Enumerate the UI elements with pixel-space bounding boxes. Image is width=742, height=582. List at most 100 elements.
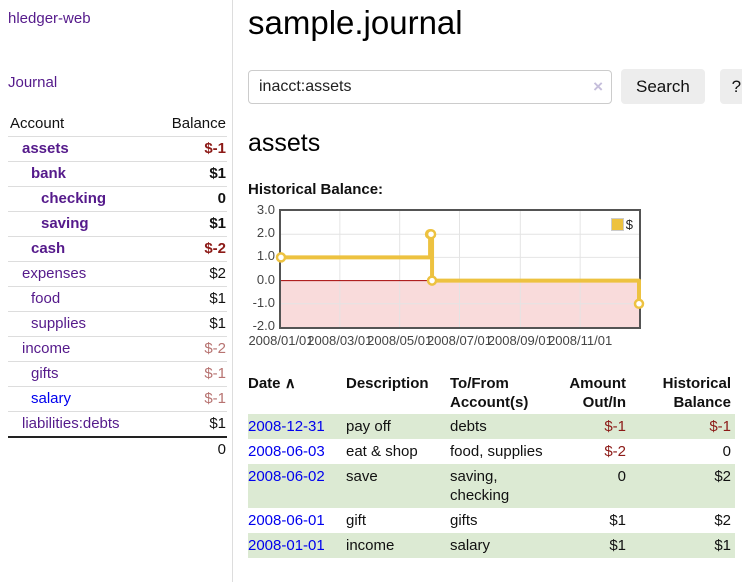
account-heading: assets bbox=[248, 129, 321, 157]
historical-balance-chart: 3.0 2.0 1.0 0.0 -1.0 -2.0 $ 2008/01/01 2008/03… bbox=[248, 202, 742, 353]
y-axis-tick-label: 2.0 bbox=[256, 225, 275, 241]
sidebar-item-journal[interactable]: Journal bbox=[8, 74, 58, 91]
account-row-supplies: supplies $1 bbox=[8, 311, 227, 337]
account-link[interactable]: saving bbox=[41, 215, 89, 232]
transaction-amount: $-1 bbox=[550, 414, 630, 439]
amount-column-header: Amount Out/In bbox=[569, 375, 626, 411]
transaction-row: 2008-01-01 income salary $1 $1 bbox=[248, 533, 735, 558]
account-link[interactable]: supplies bbox=[31, 315, 87, 332]
account-balance: $1 bbox=[152, 311, 227, 337]
account-balance: $-2 bbox=[152, 336, 227, 362]
y-axis-tick-label: 1.0 bbox=[256, 248, 275, 264]
account-balance: 0 bbox=[152, 186, 227, 212]
account-balance: $1 bbox=[152, 161, 227, 187]
help-button[interactable]: ? bbox=[719, 69, 742, 104]
accounts-total-value: 0 bbox=[152, 436, 227, 462]
account-link[interactable]: cash bbox=[31, 240, 66, 257]
y-axis-tick-label: -2.0 bbox=[252, 318, 275, 333]
chart-canvas bbox=[275, 211, 645, 327]
account-column-header: Account bbox=[10, 115, 65, 132]
transaction-row: 2008-06-01 gift gifts $1 $2 bbox=[248, 508, 735, 533]
account-balance: $-2 bbox=[152, 236, 227, 262]
search-box: × bbox=[248, 69, 612, 104]
transaction-date-link[interactable]: 2008-06-02 bbox=[248, 468, 325, 485]
legend-swatch-icon bbox=[610, 218, 624, 231]
transaction-amount: $1 bbox=[550, 533, 630, 558]
x-axis-tick-label: 2008/01/01 bbox=[248, 333, 314, 348]
transaction-description: save bbox=[346, 464, 450, 508]
chart-title: Historical Balance: bbox=[248, 181, 384, 198]
transaction-description: gift bbox=[346, 512, 367, 529]
transaction-accounts: saving, checking bbox=[450, 464, 550, 508]
account-link[interactable]: salary bbox=[31, 390, 72, 407]
account-link[interactable]: liabilities:debts bbox=[22, 415, 120, 432]
transaction-description: income bbox=[346, 533, 450, 558]
account-row-food: food $1 bbox=[8, 286, 227, 312]
y-axis-tick-label: 0.0 bbox=[256, 271, 275, 287]
accounts-total-row: 0 bbox=[8, 436, 227, 462]
account-link[interactable]: checking bbox=[41, 190, 107, 207]
transaction-description: eat & shop bbox=[346, 443, 418, 460]
transaction-date-link[interactable]: 2008-06-01 bbox=[248, 512, 325, 529]
sidebar: hledger-web Journal Account Balance asse… bbox=[0, 0, 233, 582]
account-link[interactable]: gifts bbox=[31, 365, 59, 382]
account-balance: $-1 bbox=[152, 361, 227, 387]
account-balance: $-1 bbox=[152, 136, 227, 162]
account-row-income: income $-2 bbox=[8, 336, 227, 362]
accounts-column-header: To/From Account(s) bbox=[450, 375, 529, 411]
date-column-header[interactable]: Date ∧ bbox=[248, 375, 296, 392]
transaction-amount: $-2 bbox=[604, 443, 626, 460]
transaction-row: 2008-12-31 pay off debts $-1 $-1 bbox=[248, 414, 735, 439]
account-link[interactable]: food bbox=[31, 290, 61, 307]
balance-column-header: Balance bbox=[171, 115, 226, 132]
account-row-bank: bank $1 bbox=[8, 161, 227, 187]
accounts-table: Account Balance assets $-1 bank $1 check… bbox=[8, 112, 227, 462]
sort-ascending-icon: ∧ bbox=[284, 375, 296, 392]
transaction-date-link[interactable]: 2008-01-01 bbox=[248, 537, 325, 554]
search-input[interactable] bbox=[248, 69, 612, 104]
transaction-amount: 0 bbox=[550, 464, 630, 508]
x-axis-tick-label: 2008/11/01 bbox=[548, 333, 613, 348]
chart-plot-area: $ bbox=[275, 209, 645, 329]
x-axis-tick-label: 2008/05/01 bbox=[367, 333, 433, 348]
transaction-date-link[interactable]: 2008-12-31 bbox=[248, 418, 325, 435]
search-button[interactable]: Search bbox=[621, 69, 705, 104]
account-row-salary: salary $-1 bbox=[8, 386, 227, 412]
brand-link[interactable]: hledger-web bbox=[8, 10, 91, 27]
x-axis-tick-label: 2008/07/01 bbox=[426, 333, 493, 348]
account-balance: $1 bbox=[152, 286, 227, 312]
x-axis-tick-label: 2008/03/01 bbox=[307, 333, 373, 348]
account-link[interactable]: expenses bbox=[22, 265, 87, 282]
account-balance: $2 bbox=[152, 261, 227, 287]
transactions-table: Date ∧ Description To/From Account(s) Am… bbox=[248, 372, 735, 558]
page-title: sample.journal bbox=[248, 4, 463, 41]
account-row-liabilities-debts: liabilities:debts $1 bbox=[8, 411, 227, 437]
y-axis-tick-label: 3.0 bbox=[256, 202, 275, 217]
transaction-date-link[interactable]: 2008-06-03 bbox=[248, 443, 325, 460]
account-link[interactable]: bank bbox=[31, 165, 67, 182]
transaction-balance: $-1 bbox=[630, 414, 735, 439]
transaction-balance: $2 bbox=[630, 464, 735, 508]
transaction-accounts: salary bbox=[450, 533, 550, 558]
y-axis-tick-label: -1.0 bbox=[252, 294, 275, 310]
main-content: sample.journal × Search ? assets Histori… bbox=[233, 0, 742, 582]
transaction-amount: $1 bbox=[609, 512, 626, 529]
transaction-row: 2008-06-03 eat & shop food, supplies $-2… bbox=[248, 439, 735, 464]
description-column-header: Description bbox=[346, 375, 429, 392]
account-link[interactable]: income bbox=[22, 340, 71, 357]
transaction-balance: $1 bbox=[630, 533, 735, 558]
transactions-header-row: Date ∧ Description To/From Account(s) Am… bbox=[248, 372, 735, 414]
account-balance: $-1 bbox=[152, 386, 227, 412]
account-row-saving: saving $1 bbox=[8, 211, 227, 237]
transaction-accounts: gifts bbox=[450, 512, 478, 529]
balance-column-header: Historical Balance bbox=[662, 375, 731, 411]
accounts-table-header: Account Balance bbox=[8, 112, 227, 137]
account-row-cash: cash $-2 bbox=[8, 236, 227, 262]
account-row-gifts: gifts $-1 bbox=[8, 361, 227, 387]
transaction-balance: $2 bbox=[714, 512, 731, 529]
clear-search-icon[interactable]: × bbox=[593, 76, 603, 96]
account-row-assets: assets $-1 bbox=[8, 136, 227, 162]
account-balance: $1 bbox=[152, 411, 227, 437]
account-link[interactable]: assets bbox=[22, 140, 69, 157]
account-balance: $1 bbox=[152, 211, 227, 237]
